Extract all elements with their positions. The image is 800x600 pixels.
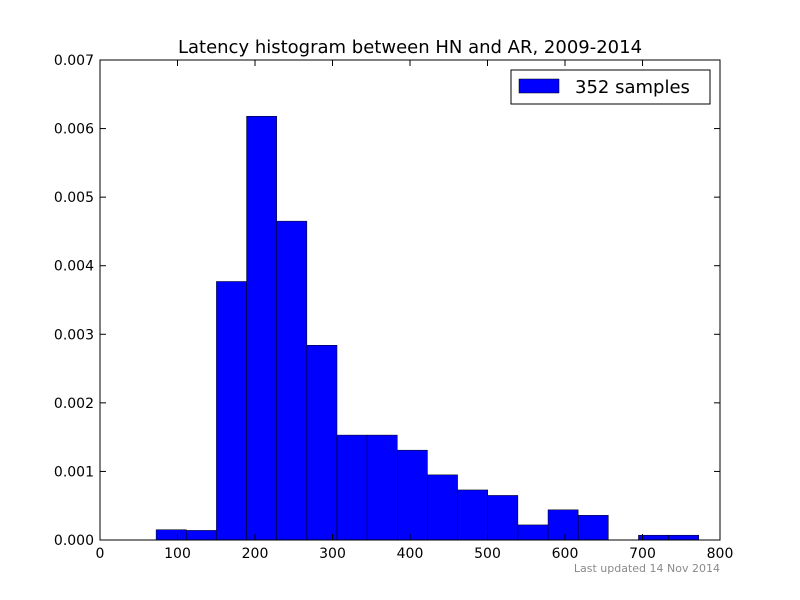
- histogram-bar-5: [306, 345, 338, 541]
- histogram-bar-13: [547, 509, 579, 541]
- histogram-bar-6: [336, 434, 368, 541]
- legend-swatch: [518, 78, 560, 94]
- histogram-bar-3: [246, 115, 277, 541]
- ticks-group: 0 100 200 300 400 500 600 700 800 0.000 0.001 0.002…: [54, 53, 733, 562]
- histogram-bar-14: [577, 515, 609, 541]
- x-tick-label: 200: [242, 546, 269, 562]
- legend: 352 samples: [510, 69, 711, 105]
- x-tick-label: 0: [96, 546, 105, 562]
- legend-label: 352 samples: [575, 77, 690, 98]
- histogram-bar-7: [366, 434, 398, 541]
- y-tick-label: 0.007: [54, 53, 94, 69]
- x-tick-label: 500: [474, 546, 501, 562]
- x-tick-label: 100: [164, 546, 191, 562]
- histogram-bar-2: [216, 281, 247, 541]
- y-tick-label: 0.001: [54, 464, 94, 480]
- y-tick-label: 0.006: [54, 122, 94, 138]
- histogram-bar-8: [397, 449, 428, 541]
- histogram-bar-0: [155, 529, 187, 541]
- histogram-bar-9: [427, 474, 458, 541]
- y-tick-label: 0.003: [54, 327, 94, 343]
- last-updated-note: Last updated 14 Nov 2014: [573, 562, 720, 575]
- x-tick-label: 700: [629, 546, 656, 562]
- histogram-bar-1: [186, 530, 217, 541]
- bars-group: [155, 115, 700, 541]
- histogram-bar-17: [668, 534, 700, 541]
- y-tick-label: 0.005: [54, 190, 94, 206]
- x-tick-label: 800: [707, 546, 734, 562]
- x-tick-label: 600: [552, 546, 579, 562]
- plot-frame: [99, 59, 721, 541]
- histogram-bar-4: [276, 220, 308, 541]
- y-tick-label: 0.000: [54, 533, 94, 549]
- histogram-bar-11: [487, 495, 519, 541]
- y-tick-label: 0.004: [54, 259, 94, 275]
- x-tick-label: 300: [319, 546, 346, 562]
- chart-title: Latency histogram between HN and AR, 200…: [178, 37, 642, 58]
- x-tick-label: 400: [397, 546, 424, 562]
- y-tick-label: 0.002: [54, 396, 94, 412]
- histogram-bar-10: [457, 489, 488, 541]
- histogram-bar-12: [517, 524, 549, 541]
